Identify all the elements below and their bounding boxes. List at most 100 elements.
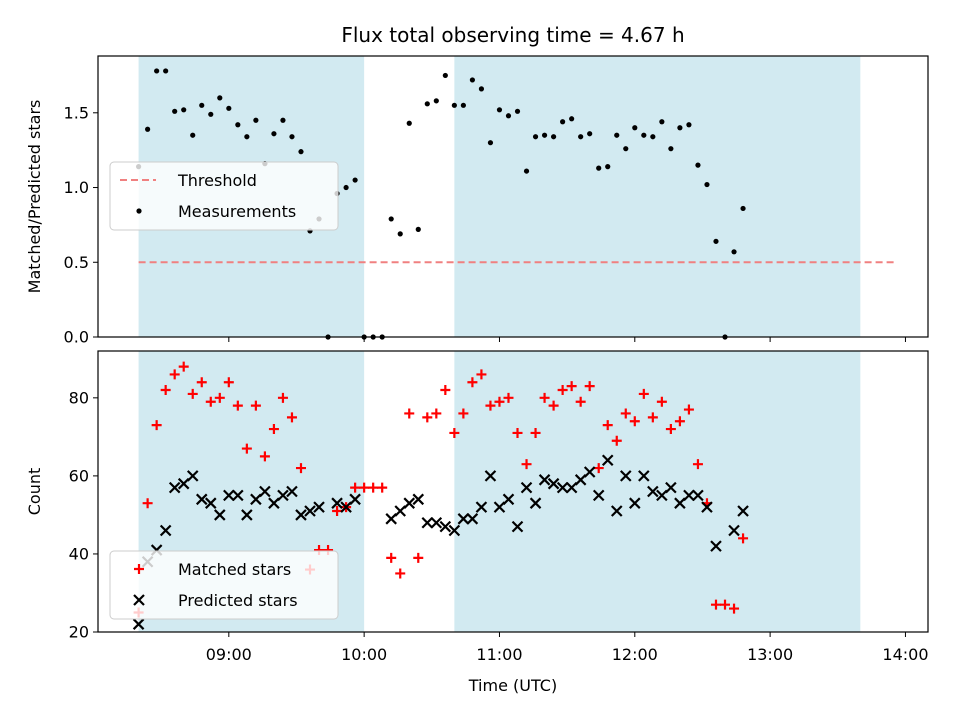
point-dot-57 — [650, 134, 656, 140]
point-dot-4 — [172, 108, 178, 114]
x-tick-label: 10:00 — [341, 645, 387, 664]
point-x-37 — [502, 493, 515, 506]
point-dot-17 — [289, 134, 295, 140]
point-plus-61 — [683, 404, 694, 415]
point-plus-13 — [250, 400, 261, 411]
point-x-43 — [556, 481, 569, 494]
point-plus-8 — [205, 396, 216, 407]
x-tick-label: 09:00 — [206, 645, 252, 664]
point-dot-28 — [388, 216, 394, 222]
point-dot-10 — [226, 105, 232, 111]
point-x-39 — [520, 481, 533, 494]
point-dot-30 — [406, 120, 412, 126]
point-dot-5 — [181, 107, 187, 113]
point-plus-42 — [512, 427, 523, 438]
point-x-33 — [466, 513, 479, 525]
point-dot-43 — [523, 168, 530, 174]
point-plus-46 — [548, 400, 559, 411]
point-plus-11 — [232, 400, 243, 411]
point-plus-43 — [521, 459, 532, 470]
point-plus-16 — [277, 392, 288, 403]
point-x-45 — [574, 474, 587, 486]
point-x-10 — [223, 489, 235, 502]
point-dot-33 — [433, 98, 439, 104]
point-x-29 — [430, 516, 443, 529]
point-dot-3 — [163, 68, 169, 74]
point-dot-38 — [478, 86, 485, 92]
point-x-25 — [394, 505, 407, 517]
point-x-53 — [647, 485, 659, 498]
point-x-9 — [214, 509, 226, 521]
point-dot-2 — [154, 68, 160, 74]
legend-label: Predicted stars — [178, 591, 298, 610]
point-x-38 — [511, 520, 524, 533]
point-x-0 — [132, 618, 145, 630]
point-x-49 — [610, 505, 623, 517]
point-dot-66 — [731, 249, 737, 255]
y-axis-label: Matched/Predicted stars — [25, 100, 44, 294]
point-plus-5 — [178, 361, 189, 372]
point-x-26 — [403, 497, 416, 509]
point-dot-53 — [614, 132, 620, 138]
point-x-34 — [475, 501, 488, 513]
point-x-11 — [232, 489, 244, 502]
point-dot-62 — [695, 162, 701, 168]
point-plus-44 — [530, 427, 541, 438]
point-x-36 — [493, 501, 506, 513]
count-panel: 20 40 60 80 09:00 10:00 11:00 12:00 13:00 14:00 Co… — [25, 350, 929, 664]
y-tick-label: 20 — [69, 623, 89, 642]
y-tick-label: 1.0 — [64, 178, 89, 197]
point-dot-45 — [541, 132, 548, 138]
point-dot-6 — [190, 132, 196, 138]
point-plus-62 — [692, 459, 703, 470]
chart-title: Flux total observing time = 4.67 h — [341, 23, 684, 47]
point-dot-37 — [469, 77, 476, 83]
point-x-22 — [340, 501, 352, 513]
point-x-60 — [710, 540, 722, 552]
x-tick-label: 14:00 — [882, 645, 928, 664]
point-dot-41 — [505, 113, 512, 119]
y-tick-label: 40 — [69, 544, 89, 563]
point-x-41 — [538, 474, 551, 486]
point-x-35 — [484, 470, 497, 482]
point-plus-29 — [395, 568, 406, 579]
point-dot-63 — [704, 181, 710, 188]
point-x-50 — [619, 470, 632, 482]
point-dot-59 — [668, 146, 674, 152]
point-plus-49 — [575, 396, 586, 407]
point-plus-58 — [656, 396, 667, 407]
point-x-7 — [195, 493, 208, 506]
point-x-15 — [268, 497, 280, 509]
point-x-40 — [529, 497, 542, 509]
point-dot-9 — [217, 95, 223, 101]
point-dot-13 — [253, 117, 259, 123]
point-plus-9 — [214, 392, 225, 403]
point-x-57 — [683, 489, 695, 502]
point-x-47 — [592, 489, 605, 502]
point-dot-35 — [451, 102, 457, 108]
point-x-32 — [457, 513, 470, 525]
point-dot-40 — [496, 107, 503, 113]
point-plus-38 — [476, 369, 487, 380]
point-x-61 — [728, 524, 740, 537]
point-x-27 — [412, 493, 425, 506]
point-plus-17 — [286, 412, 297, 423]
point-dot-51 — [596, 165, 602, 171]
legend-label: Measurements — [178, 202, 296, 221]
point-plus-3 — [160, 385, 171, 396]
point-plus-14 — [259, 451, 270, 462]
point-dot-23 — [343, 184, 349, 191]
point-x-52 — [638, 470, 650, 482]
point-plus-51 — [593, 463, 604, 474]
point-x-30 — [439, 520, 452, 533]
point-plus-50 — [584, 381, 595, 392]
point-plus-28 — [386, 552, 397, 563]
point-plus-26 — [368, 482, 379, 493]
y-tick-label: 0.0 — [64, 328, 89, 347]
point-dot-8 — [208, 111, 214, 117]
point-dot-12 — [244, 134, 250, 140]
point-x-23 — [349, 493, 361, 506]
point-plus-39 — [485, 400, 496, 411]
point-plus-34 — [440, 385, 451, 396]
